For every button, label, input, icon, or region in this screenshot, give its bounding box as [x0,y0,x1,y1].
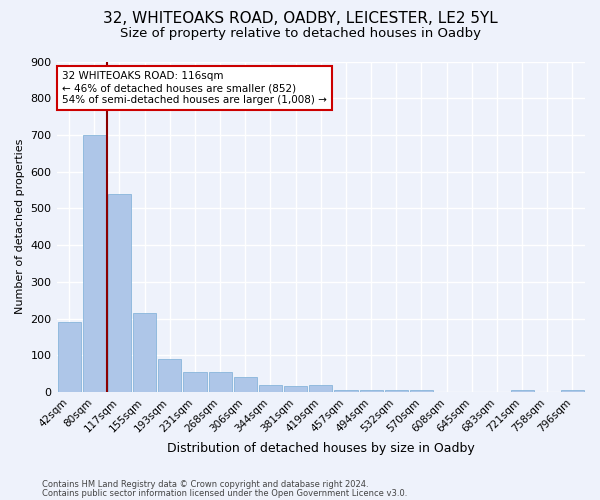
Bar [234,378,257,392]
Bar [359,390,383,392]
Text: Contains public sector information licensed under the Open Government Licence v3: Contains public sector information licen… [42,488,407,498]
Bar [284,386,307,392]
Bar [158,359,181,392]
Bar [259,384,282,392]
Bar [108,194,131,392]
Bar [511,390,533,392]
Bar [133,313,156,392]
Text: Size of property relative to detached houses in Oadby: Size of property relative to detached ho… [119,28,481,40]
Bar [209,372,232,392]
X-axis label: Distribution of detached houses by size in Oadby: Distribution of detached houses by size … [167,442,475,455]
Bar [385,390,408,392]
Text: 32 WHITEOAKS ROAD: 116sqm
← 46% of detached houses are smaller (852)
54% of semi: 32 WHITEOAKS ROAD: 116sqm ← 46% of detac… [62,72,327,104]
Bar [561,390,584,392]
Y-axis label: Number of detached properties: Number of detached properties [15,139,25,314]
Bar [410,390,433,392]
Bar [58,322,80,392]
Bar [309,384,332,392]
Text: 32, WHITEOAKS ROAD, OADBY, LEICESTER, LE2 5YL: 32, WHITEOAKS ROAD, OADBY, LEICESTER, LE… [103,11,497,26]
Bar [184,372,206,392]
Bar [334,390,358,392]
Bar [83,135,106,392]
Text: Contains HM Land Registry data © Crown copyright and database right 2024.: Contains HM Land Registry data © Crown c… [42,480,368,489]
